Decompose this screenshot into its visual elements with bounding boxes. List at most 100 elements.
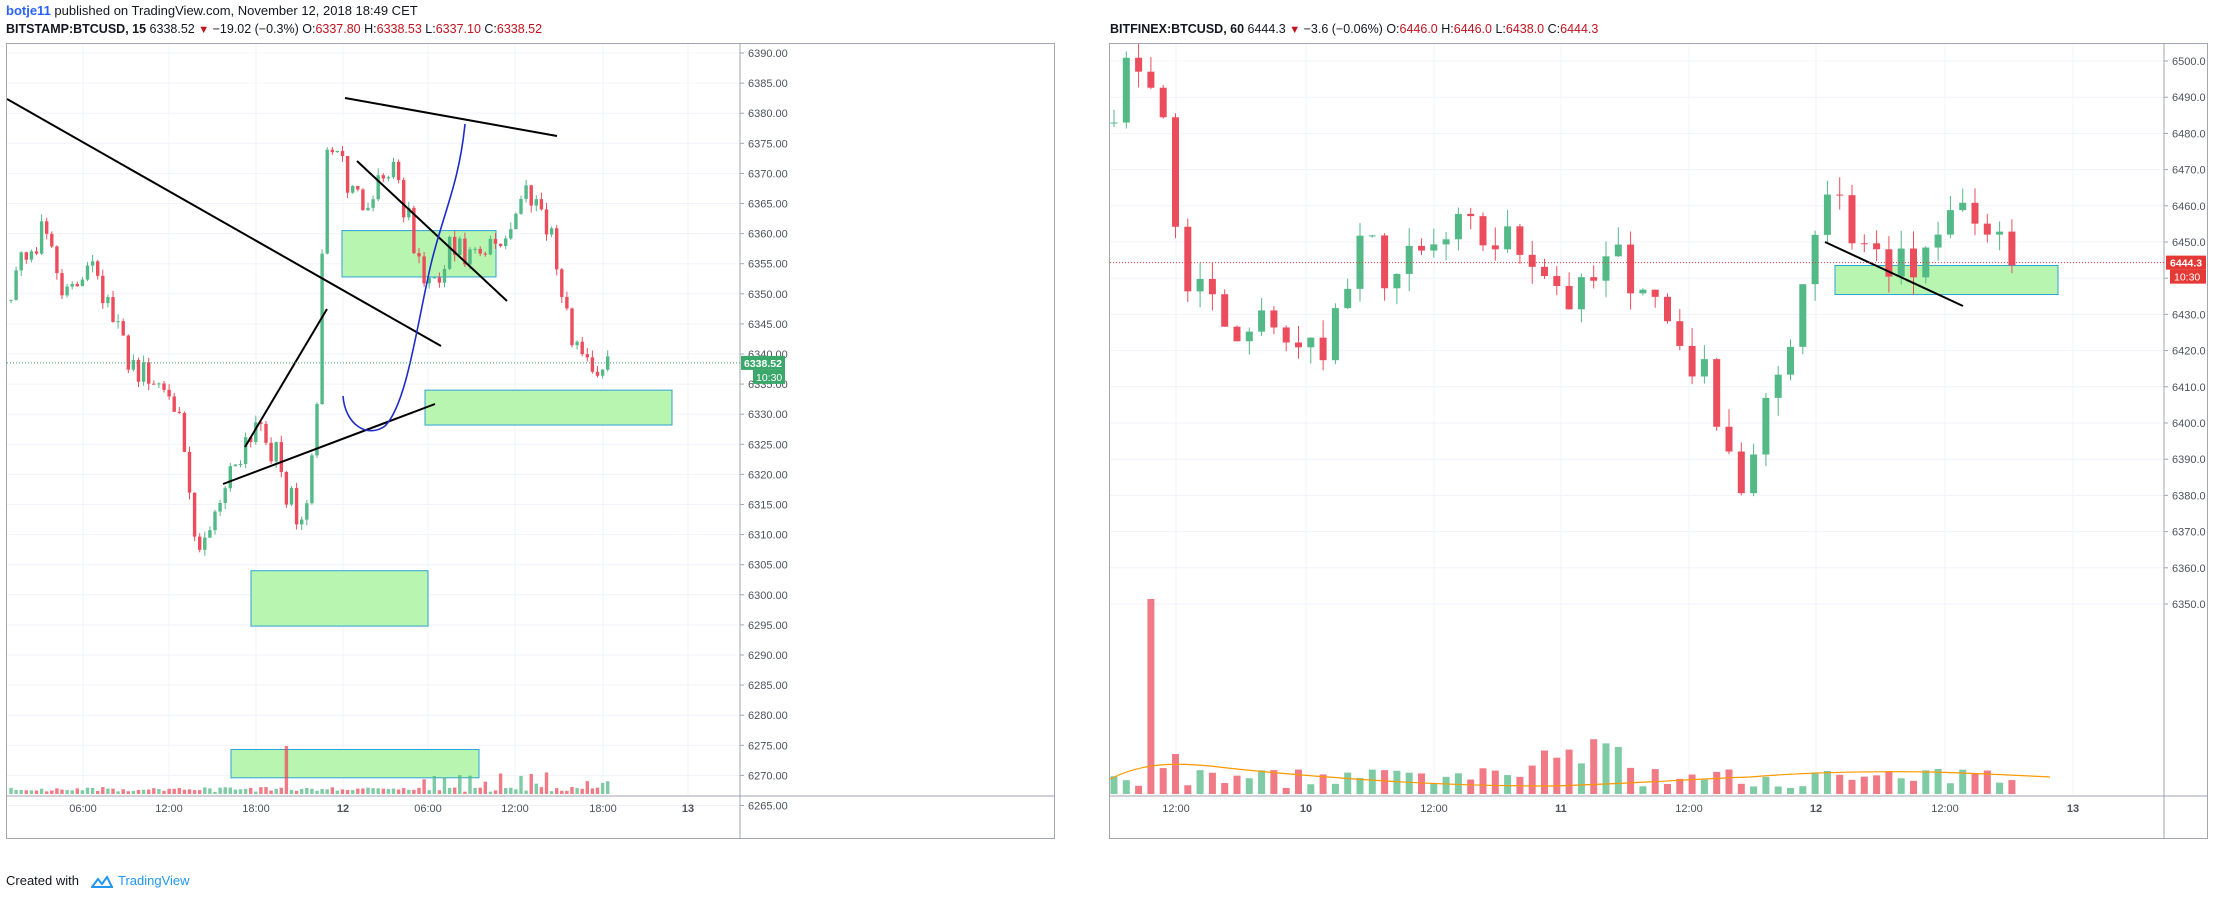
left-high: 6338.53 [376, 22, 422, 36]
candle-body [1614, 244, 1622, 257]
candle-body [422, 256, 426, 284]
high-label: H: [1441, 22, 1454, 36]
candle-body [198, 536, 202, 550]
candle-body [565, 296, 569, 309]
right-chart-pane[interactable]: 6500.06490.06480.06470.06460.06450.06440… [1109, 43, 2208, 839]
volume-bar [1688, 774, 1696, 794]
candle-body [1516, 226, 1524, 255]
right-chart-canvas[interactable]: 6500.06490.06480.06470.06460.06450.06440… [1110, 44, 2207, 838]
volume-bar [422, 779, 426, 794]
candle-body [1922, 247, 1930, 278]
candle-body [595, 371, 600, 376]
volume-bar [565, 790, 569, 794]
candle-body [442, 268, 447, 283]
demand-zone-right [1834, 265, 2059, 295]
candle-body [427, 277, 431, 284]
candle-body [1319, 337, 1327, 361]
volume-bar [177, 787, 181, 794]
volume-bar [39, 788, 44, 794]
volume-bar [218, 787, 222, 794]
candle-body [1750, 454, 1758, 494]
candle-body [1959, 202, 1967, 211]
volume-bar [1823, 770, 1831, 794]
volume-bar [447, 787, 452, 794]
volume-bar [198, 790, 202, 794]
volume-bar [427, 790, 431, 794]
candle-body [453, 236, 457, 255]
candle-body [1122, 57, 1130, 123]
volume-bar [1873, 775, 1881, 794]
y-tick-label: 6480.0 [2172, 128, 2206, 140]
candle-body [152, 383, 156, 385]
volume-bar [1221, 783, 1229, 794]
x-tick-label: 12:00 [155, 803, 183, 815]
y-tick-label: 6420.0 [2172, 346, 2206, 358]
volume-bar [1208, 772, 1216, 794]
candle-body [1331, 308, 1339, 361]
price-badge: 6444.3 [2170, 258, 2202, 270]
volume-bar [376, 788, 380, 794]
candle-body [330, 149, 334, 153]
candle-body [1479, 216, 1487, 246]
candle-body [279, 442, 283, 473]
volume-bar [437, 790, 442, 794]
candle-body [1430, 244, 1438, 251]
y-tick-label: 6390.0 [2172, 454, 2206, 466]
candle-body [366, 207, 370, 211]
author-name[interactable]: botje11 [6, 3, 51, 18]
demand-zone-mid [250, 570, 429, 627]
candle-body [509, 229, 513, 239]
candle-body [269, 442, 273, 462]
volume-bar [1934, 768, 1942, 794]
volume-bar [1664, 783, 1671, 794]
candle-body [147, 362, 151, 384]
candle-body [1454, 213, 1462, 240]
candle-body [1418, 245, 1425, 251]
trendline-rising-support [222, 403, 436, 485]
candle-body [1245, 331, 1253, 342]
volume-bar [90, 788, 95, 794]
footer-credit: Created with TradingView [6, 873, 190, 889]
volume-bar [279, 787, 283, 794]
volume-bar [1393, 770, 1401, 794]
left-change: −19.02 (−0.3%) [212, 22, 299, 36]
candle-body [1159, 87, 1167, 118]
candle-body [264, 423, 268, 443]
candle-body [1528, 254, 1536, 267]
trendline-lower-descending [356, 160, 508, 302]
volume-bar [34, 790, 39, 794]
candle-body [167, 389, 171, 397]
high-label: H: [364, 22, 377, 36]
volume-bar [1258, 770, 1266, 794]
candle-body [172, 396, 176, 412]
candle-body [111, 297, 115, 322]
candle-body [1664, 296, 1671, 322]
candle-body [300, 519, 304, 525]
candle-body [391, 161, 396, 178]
volume-bar [473, 787, 477, 794]
candle-body [1344, 288, 1352, 309]
volume-bar [1590, 739, 1598, 794]
candle-body [1688, 345, 1696, 377]
y-tick-label: 6380.0 [2172, 490, 2206, 502]
tradingview-brand-link[interactable]: TradingView [118, 873, 190, 888]
volume-bar [1897, 778, 1905, 794]
y-tick-label: 6470.0 [2172, 165, 2206, 177]
candle-body [1258, 310, 1266, 332]
left-last-price: 6338.52 [149, 22, 195, 36]
price-badge-bg [2166, 255, 2206, 270]
candle-body [310, 455, 314, 504]
candle-body [361, 189, 365, 211]
volume-bar [595, 787, 600, 794]
candle-body [488, 238, 493, 255]
volume-bar [361, 788, 365, 794]
volume-bar [167, 788, 171, 794]
left-chart-pane[interactable]: 6390.00 6385.00 6380.00 6375.00 6370.00 6365.… [6, 43, 1055, 839]
candle-body [243, 437, 248, 465]
volume-bar [70, 790, 74, 794]
left-chart-canvas[interactable]: 6390.00 6385.00 6380.00 6375.00 6370.00 6365.… [7, 44, 1054, 838]
x-tick-label: 06:00 [69, 803, 97, 815]
volume-bar [111, 788, 115, 794]
y-tick-label: 6385.00 [748, 78, 788, 90]
candle-body [1110, 122, 1118, 124]
